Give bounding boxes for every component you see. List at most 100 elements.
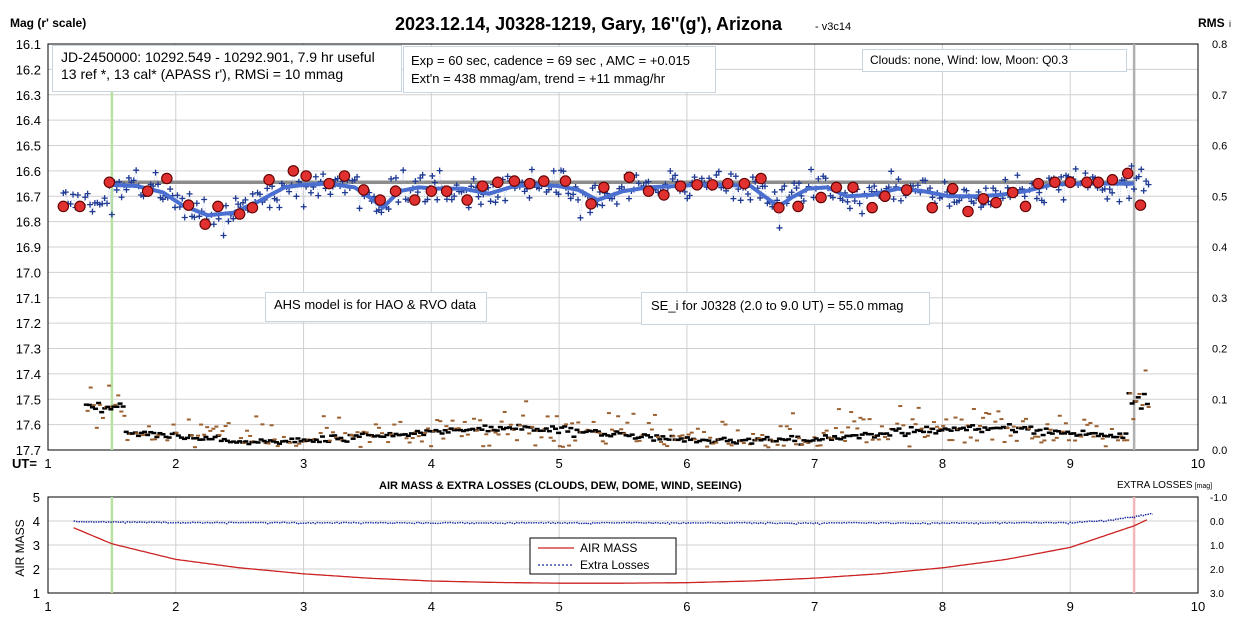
rms-mean-point: [733, 442, 739, 445]
rms-mean-point: [102, 407, 108, 410]
rms-scatter-point: [932, 421, 937, 424]
rms-scatter-point: [711, 442, 716, 445]
rms-scatter-point: [426, 427, 431, 430]
rms-mean-point: [99, 410, 105, 414]
rms-mean-point: [145, 433, 151, 437]
observation-point: [808, 166, 815, 173]
rms-scatter-point: [192, 446, 197, 449]
rms-mean-point: [1117, 432, 1123, 435]
rms-scatter-point: [646, 422, 651, 425]
rms-mean-point: [178, 436, 184, 439]
observation-point: [599, 202, 606, 209]
rms-scatter-point: [1002, 441, 1007, 444]
rms-scatter-point: [1122, 439, 1127, 442]
rms-mean-point: [378, 435, 384, 438]
rms-mean-point: [353, 434, 359, 437]
rms-mean-point: [727, 438, 733, 442]
rms-mean-point: [740, 439, 746, 442]
main-y-tick-label: 16.8: [16, 215, 41, 230]
rms-scatter-point: [882, 436, 887, 439]
observation-point: [276, 204, 283, 211]
observation-point: [341, 189, 348, 196]
rms-mean-point: [457, 428, 463, 432]
rms-mean-point: [464, 428, 470, 432]
rms-mean-point: [111, 405, 117, 408]
rms-scatter-point: [392, 423, 397, 426]
observation-point: [417, 175, 424, 182]
observation-point: [67, 201, 74, 208]
rms-mean-point: [1006, 423, 1012, 426]
main-x-tick-label: 3: [300, 456, 307, 471]
rms-mean-point: [706, 439, 712, 442]
rms-mean-point: [507, 426, 513, 429]
observation-point: [992, 187, 999, 194]
observation-point: [62, 189, 69, 196]
observation-point: [975, 188, 982, 195]
rms-mean-point: [850, 434, 856, 437]
observation-point: [431, 179, 438, 186]
observation-point: [1002, 176, 1009, 183]
rms-mean-point: [252, 440, 258, 444]
rms-mean-point: [1098, 432, 1104, 436]
observation-point: [550, 167, 557, 174]
binned-point: [300, 170, 312, 182]
observation-point: [89, 208, 96, 215]
rms-mean-point: [261, 439, 267, 443]
rms-scatter-point: [886, 438, 891, 441]
rms-mean-point: [819, 438, 825, 441]
rms-scatter-point: [784, 425, 789, 428]
rms-scatter-point: [465, 433, 470, 436]
rms-mean-point: [1101, 434, 1107, 438]
rms-mean-point: [372, 435, 378, 438]
observation-point: [477, 201, 484, 208]
observation-point: [570, 191, 577, 198]
observation-point: [1082, 170, 1089, 177]
observation-point: [356, 205, 363, 212]
rms-scatter-point: [438, 420, 443, 423]
rms-scatter-point: [1094, 425, 1099, 428]
rms-scatter-point: [901, 424, 906, 427]
rms-scatter-point: [1039, 441, 1044, 444]
rms-mean-point: [313, 438, 319, 442]
observation-point: [757, 194, 764, 201]
observation-point: [737, 197, 744, 204]
observation-point: [113, 186, 120, 193]
rms-mean-point: [218, 439, 224, 443]
rms-mean-point: [525, 425, 531, 429]
rms-scatter-point: [548, 436, 553, 439]
rms-scatter-point: [1103, 445, 1108, 448]
rms-scatter-point: [864, 441, 869, 444]
rms-mean-point: [89, 406, 95, 409]
rms-mean-point: [375, 434, 381, 437]
rms-mean-point: [117, 402, 123, 405]
rms-scatter-point: [996, 410, 1001, 413]
observation-point: [133, 167, 140, 174]
rms-mean-point: [494, 429, 500, 432]
rms-scatter-point: [496, 433, 501, 436]
rms-scatter-point: [705, 445, 710, 448]
rms-scatter-point: [775, 443, 780, 446]
binned-point: [815, 191, 827, 204]
observation-point: [667, 167, 674, 174]
rms-mean-point: [234, 441, 240, 444]
rms-scatter-point: [1060, 430, 1065, 433]
rms-mean-point: [369, 434, 375, 437]
binned-point: [389, 185, 402, 197]
binned-point: [830, 181, 843, 194]
rms-scatter-point: [272, 438, 277, 441]
rms-mean-point: [448, 427, 454, 430]
rms-mean-point: [485, 429, 491, 433]
rms-scatter-point: [677, 435, 682, 438]
observation-point: [492, 199, 499, 206]
rms-scatter-point: [1100, 437, 1105, 440]
rms-mean-point: [844, 434, 850, 438]
observation-point: [800, 197, 807, 204]
rms-scatter-point: [186, 418, 191, 421]
rms-mean-point: [160, 433, 166, 436]
rms-mean-point: [835, 437, 841, 440]
rms-mean-point: [654, 434, 660, 437]
rms-mean-point: [761, 438, 767, 441]
lower-plot-frame: [47, 496, 1199, 594]
rms-mean-point: [365, 433, 371, 437]
rms-scatter-point: [321, 415, 326, 418]
